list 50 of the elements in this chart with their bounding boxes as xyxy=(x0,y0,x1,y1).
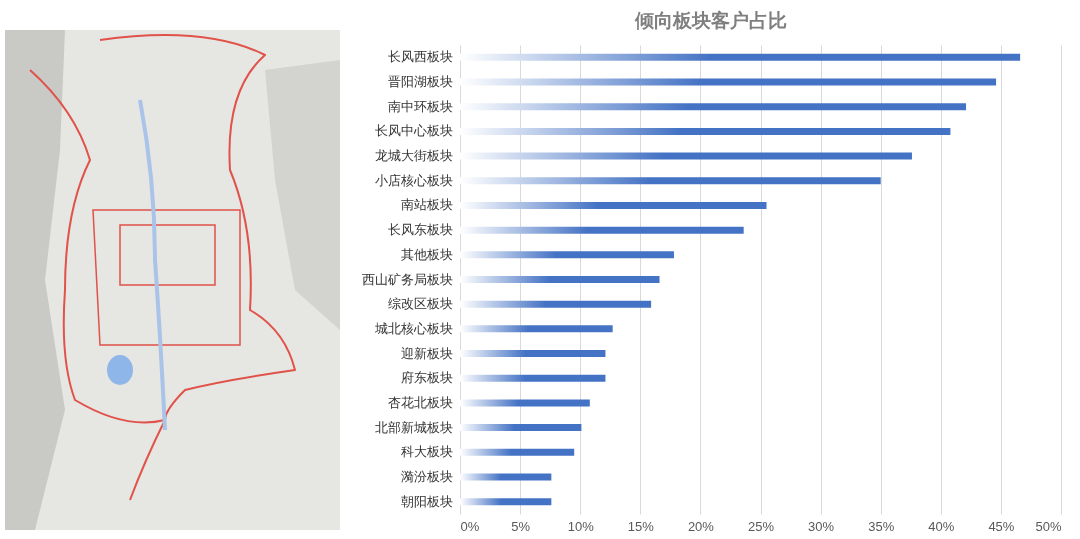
x-tick-label: 40% xyxy=(928,518,955,534)
x-tick-label: 35% xyxy=(868,518,895,534)
y-tick-label: 长风西板块 xyxy=(387,49,453,65)
y-tick-label: 西山矿务局板块 xyxy=(361,271,453,287)
y-tick-label: 漪汾板块 xyxy=(400,468,453,484)
bar xyxy=(460,325,613,333)
y-tick-label: 府东板块 xyxy=(400,370,453,386)
bar xyxy=(460,374,606,382)
y-tick-label: 杏花北板块 xyxy=(387,394,453,410)
bar xyxy=(460,498,552,506)
bar xyxy=(460,448,575,456)
bar xyxy=(460,399,590,407)
y-tick-label: 小店核心板块 xyxy=(374,172,453,188)
bar xyxy=(460,103,967,111)
x-tick-label: 25% xyxy=(747,518,775,534)
bar xyxy=(460,276,660,283)
bar xyxy=(460,78,997,86)
bar xyxy=(460,251,674,259)
y-tick-label: 城北核心板块 xyxy=(373,320,453,336)
y-tick-label: 长风东板块 xyxy=(387,222,453,238)
bar xyxy=(460,201,767,209)
bar xyxy=(460,424,582,432)
y-tick-label: 北部新城板块 xyxy=(374,419,453,435)
x-tick-label: 20% xyxy=(687,518,715,534)
bar xyxy=(460,300,652,308)
x-tick-label: 30% xyxy=(808,518,835,534)
y-tick-label: 科大板块 xyxy=(400,444,453,460)
y-tick-label: 晋阳湖板块 xyxy=(387,74,453,90)
bar xyxy=(460,53,1021,61)
x-tick-label: 15% xyxy=(627,518,655,534)
y-tick-label: 南站板块 xyxy=(400,197,453,213)
bar xyxy=(460,473,552,481)
x-tick-label: 10% xyxy=(567,518,595,534)
x-tick-label: 5% xyxy=(511,518,531,534)
chart-title: 倾向板块客户占比 xyxy=(634,10,787,31)
y-tick-label: 长风中心板块 xyxy=(374,123,453,139)
bar xyxy=(460,152,912,160)
x-tick-label: 0% xyxy=(460,518,480,534)
y-tick-label: 迎新板块 xyxy=(400,345,453,361)
bar xyxy=(460,177,881,185)
x-tick-label: 45% xyxy=(988,518,1015,534)
y-tick-label: 其他板块 xyxy=(400,246,453,262)
y-tick-label: 综改区板块 xyxy=(387,296,453,312)
x-tick-label: 50% xyxy=(1035,518,1062,534)
bar xyxy=(460,226,744,234)
bar xyxy=(460,127,951,135)
bar xyxy=(460,350,606,358)
y-tick-label: 龙城大街板块 xyxy=(374,148,453,164)
y-tick-label: 南中环板块 xyxy=(387,98,453,114)
y-tick-label: 朝阳板块 xyxy=(400,493,453,509)
